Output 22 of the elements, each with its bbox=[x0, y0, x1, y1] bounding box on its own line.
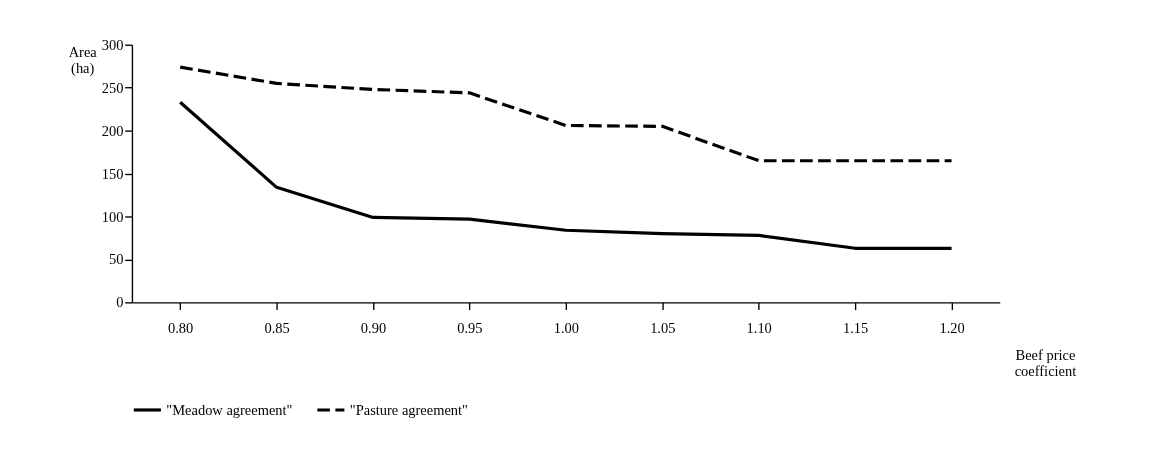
legend-label: "Meadow agreement" bbox=[166, 401, 293, 418]
x-tick-label: 1.05 bbox=[650, 319, 676, 336]
line-series bbox=[178, 100, 954, 250]
x-tick-label: 0.80 bbox=[168, 319, 194, 336]
y-axis-title: Area (ha) bbox=[68, 43, 98, 78]
y-tick-label: 300 bbox=[101, 36, 124, 53]
line-series bbox=[178, 65, 954, 163]
legend-label: "Pasture agreement" bbox=[349, 401, 468, 418]
x-tick-label: 0.95 bbox=[457, 319, 483, 336]
x-axis-title: Beef price coefficient bbox=[1014, 346, 1077, 380]
x-tick-label: 1.15 bbox=[842, 319, 869, 336]
y-tick-label: 0 bbox=[116, 294, 124, 311]
x-tick-label: 1.20 bbox=[939, 319, 965, 336]
x-tick-label: 0.85 bbox=[264, 319, 290, 336]
x-tick-label: 1.10 bbox=[746, 319, 772, 336]
y-tick-label: 50 bbox=[108, 251, 124, 268]
y-tick-label: 100 bbox=[101, 208, 124, 225]
x-tick-label: 0.90 bbox=[360, 319, 387, 336]
x-tick-label: 1.00 bbox=[553, 319, 579, 336]
y-tick-label: 200 bbox=[101, 122, 124, 139]
y-tick-label: 250 bbox=[101, 79, 124, 96]
y-tick-label: 150 bbox=[101, 165, 124, 182]
